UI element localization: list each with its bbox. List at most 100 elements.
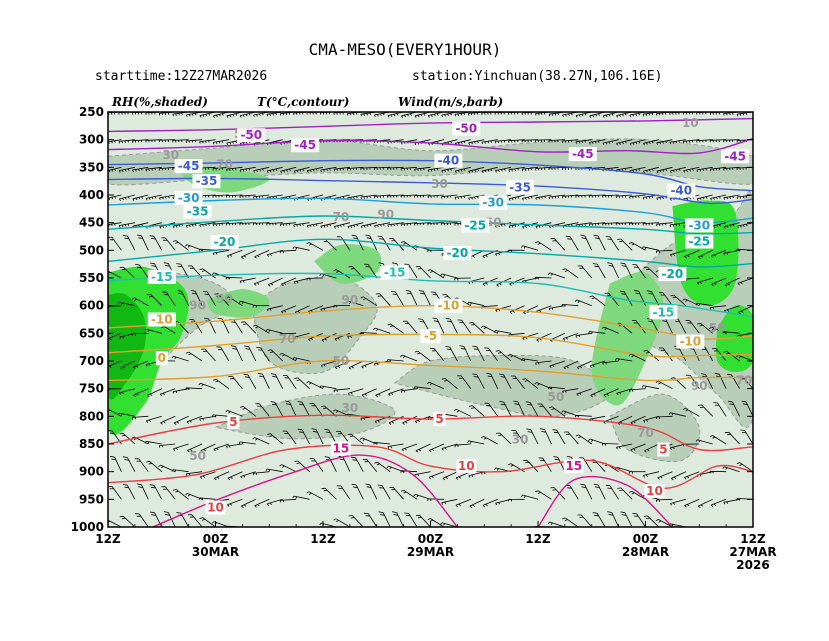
wind-barb [374,461,391,473]
barb-flag [148,419,152,423]
barb-flag [146,420,149,423]
barb-flag [114,140,116,143]
wind-barb [685,320,700,334]
barb-flag [499,533,501,535]
barb-flag [648,320,653,323]
barb-flag [474,141,476,144]
barb-flag [662,169,665,172]
wind-barb [669,222,686,228]
barb-staff [481,139,498,143]
barb-staff [670,249,686,255]
wind-barb [132,194,149,201]
barb-flag [517,168,519,171]
wind-barb [724,431,740,445]
barb-flag [355,112,358,115]
wind-barb [226,443,243,449]
wind-barb [643,139,659,146]
wind-barb [430,348,445,362]
temperature-labels: -50 -50-45-45 -45-40-40-45-35 -35-30 -30-30-… [147,121,750,515]
barb-flag [393,514,399,516]
barb-flag [713,282,717,286]
barb-flag [145,198,148,201]
barb-flag [418,290,424,292]
barb-flag [280,170,283,174]
wind-barb [149,511,163,527]
barb-flag [689,169,691,172]
barb-flag [366,224,369,227]
wind-barb [562,517,579,527]
barb-flag [387,224,389,227]
barb-staff [227,249,243,257]
barb-staff [415,443,431,452]
wind-barb [711,277,727,287]
wind-barb [320,360,337,368]
barb-flag [535,490,539,493]
wind-barb [738,305,753,315]
wind-barb [267,349,283,362]
wind-barb [736,354,753,362]
wind-legend: Wind(m/s,barb) [398,95,503,109]
temp-contour--30 [108,197,753,224]
wind-barb [655,519,673,527]
barb-flag [262,113,264,116]
barb-flag [431,448,435,452]
barb-flag [297,310,301,314]
barb-flag [217,317,223,320]
barb-flag [427,381,430,385]
barb-flag [227,504,230,507]
wind-barb [199,517,216,527]
barb-flag [487,141,489,144]
barb-flag [511,197,514,201]
barb-flag [365,234,370,237]
barb-flag [386,465,389,469]
wind-barb [709,305,727,310]
barb-flag [498,224,500,228]
barb-flag [495,350,500,352]
wind-barb [576,360,592,370]
barb-flag [417,114,420,118]
barb-flag [511,225,514,228]
barb-flag [323,364,326,367]
barb-flag [634,289,639,292]
barb-flag [241,256,244,259]
barb-flag [215,415,217,418]
barb-flag [296,224,298,227]
wind-barb [668,412,686,417]
barb-flag [364,365,367,368]
barb-flag [507,353,511,357]
barb-flag [575,335,577,338]
barb-flag [697,532,698,534]
barb-flag [351,456,356,459]
wind-barb [547,272,566,279]
barb-flag [471,474,474,478]
wind-barb [400,194,418,198]
barb-flag [144,328,147,332]
barb-staff [172,388,189,393]
barb-flag [232,348,237,350]
barb-flag [240,530,241,532]
barb-flag [379,238,384,240]
barb-staff [441,166,458,171]
barb-staff [589,360,606,367]
barb-flag [320,365,323,368]
barb-flag [608,265,614,267]
barb-flag [141,196,144,199]
barb-flag [444,196,446,199]
barb-staff [670,166,686,172]
barb-staff [468,194,485,199]
wind-barb [172,240,189,251]
barb-flag [646,449,650,452]
rh-label: 30 [342,401,359,415]
wind-barb [118,166,135,173]
wind-barb [297,428,310,445]
wind-barb [415,443,431,453]
barb-flag [523,495,526,498]
barb-flag [562,390,564,394]
barb-staff [427,222,444,224]
barb-flag [618,446,621,449]
wind-barb [696,194,713,201]
barb-flag [312,169,315,172]
wind-barb [216,346,230,362]
barb-flag [631,243,635,246]
barb-flag [430,270,434,273]
